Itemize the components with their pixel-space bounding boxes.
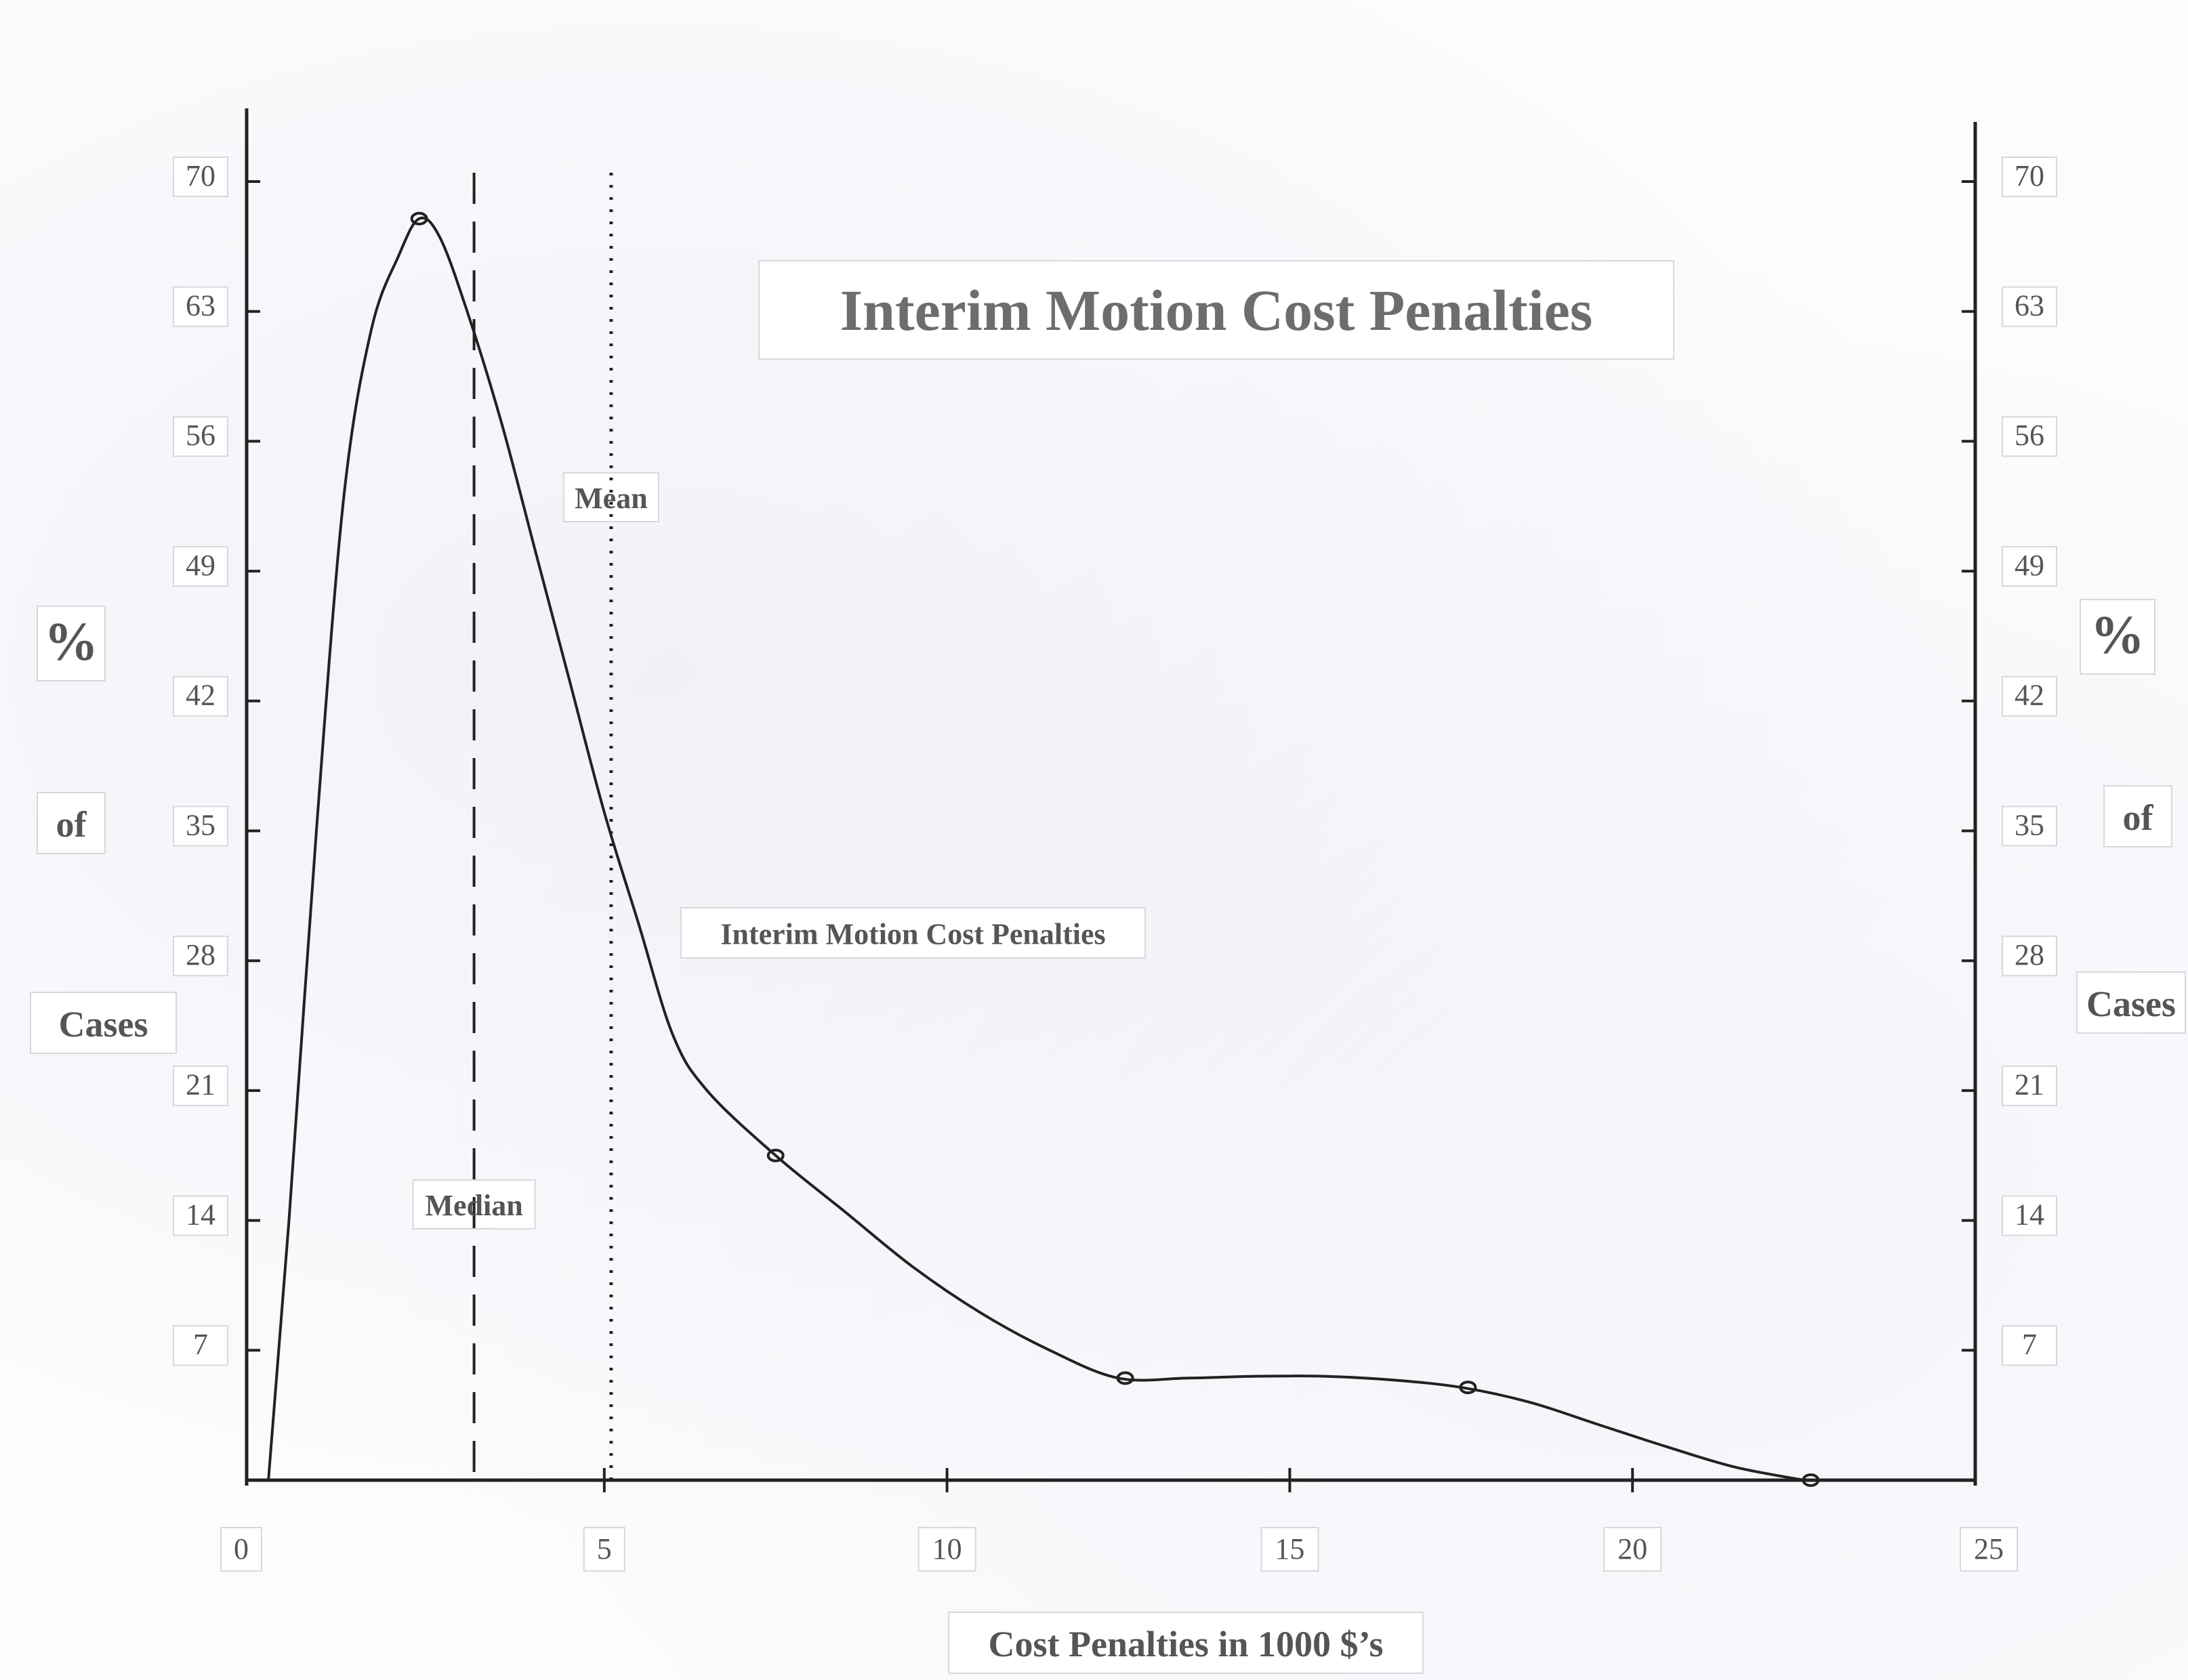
- x-tick-label: 25: [1974, 1532, 2004, 1566]
- y-tick-label-left: 63: [186, 289, 215, 322]
- reference-lines-layer: [472, 173, 613, 1480]
- y-axis-label-right-cases-label-bg: [2076, 971, 2186, 1034]
- y-axis-label-right-cases: Cases: [2086, 984, 2176, 1024]
- y-tick-label-right: 35: [2015, 808, 2044, 841]
- y-tick-label-left: 56: [186, 419, 215, 452]
- y-tick-label-right-label-bg: [2002, 1065, 2057, 1106]
- y-tick-label-right: 7: [2022, 1328, 2037, 1361]
- y-tick-label-right: 63: [2015, 289, 2044, 322]
- y-tick-label-left: 28: [186, 938, 215, 971]
- labels-layer: [30, 156, 2186, 1674]
- y-tick-label-right: 28: [2015, 938, 2044, 971]
- series-layer: [267, 211, 1820, 1487]
- y-tick-label-left: 21: [186, 1068, 215, 1101]
- chart-title-label-bg: [758, 260, 1674, 360]
- y-tick-label-left-label-bg: [173, 675, 228, 717]
- y-tick-label-left-label-bg: [173, 546, 228, 587]
- y-tick-label-left: 49: [186, 549, 215, 582]
- y-tick-label-right-label-bg: [2002, 416, 2057, 457]
- y-tick-label-right-label-bg: [2002, 675, 2057, 717]
- data-point-marker: [766, 1148, 785, 1162]
- y-axis-label-left-of: of: [56, 804, 87, 845]
- text-layer: 7 7 14 14 21 21 28 28 35 35 42 42 49 49 56 56 63 63 70 70 0 5…: [44, 159, 2176, 1664]
- y-tick-label-right-label-bg: [2002, 546, 2057, 587]
- data-point-marker: [1802, 1473, 1820, 1487]
- y-tick-label-right-label-bg: [2002, 1325, 2057, 1366]
- x-tick-label: 15: [1275, 1532, 1304, 1566]
- axes-layer: [245, 108, 1977, 1492]
- y-tick-label-left-label-bg: [173, 1065, 228, 1106]
- series-line-cost-penalties: [267, 216, 1804, 1482]
- x-tick-label-label-bg: [917, 1527, 976, 1572]
- y-tick-label-left-label-bg: [173, 286, 228, 327]
- x-axis-label: Cost Penalties in 1000 $’s: [989, 1624, 1384, 1664]
- x-tick-label-label-bg: [1603, 1527, 1662, 1572]
- y-axis-label-left-cases: Cases: [59, 1004, 148, 1045]
- x-tick-label: 10: [932, 1532, 962, 1566]
- data-point-marker: [1459, 1381, 1477, 1395]
- y-axis-label-left-percent-label-bg: [37, 606, 106, 681]
- y-tick-label-right-label-bg: [2002, 805, 2057, 847]
- y-tick-label-left: 42: [186, 679, 215, 712]
- y-tick-label-right: 56: [2015, 419, 2044, 452]
- y-axis-label-right-of: of: [2123, 797, 2154, 838]
- y-tick-label-left-label-bg: [173, 1195, 228, 1236]
- series-name-label-label-bg: [680, 907, 1146, 959]
- x-tick-label-label-bg: [220, 1527, 262, 1572]
- y-tick-label-right: 49: [2015, 549, 2044, 582]
- y-axis-label-right-percent-label-bg: [2080, 599, 2155, 675]
- x-tick-label-label-bg: [1960, 1527, 2018, 1572]
- median-label: Median: [425, 1189, 522, 1222]
- data-point-marker: [410, 211, 428, 226]
- x-tick-label-label-bg: [1260, 1527, 1319, 1572]
- y-tick-label-right: 42: [2015, 679, 2044, 712]
- y-axis-label-left-of-label-bg: [37, 792, 106, 854]
- mean-label-label-bg: [562, 472, 659, 522]
- y-axis-label-left-cases-label-bg: [30, 992, 177, 1054]
- y-tick-label-right: 70: [2015, 159, 2044, 192]
- x-tick-label: 5: [597, 1532, 612, 1566]
- x-tick-label: 0: [234, 1532, 249, 1566]
- x-axis-label-label-bg: [948, 1612, 1424, 1674]
- x-tick-label-label-bg: [583, 1527, 625, 1572]
- y-tick-label-right: 21: [2015, 1068, 2044, 1101]
- y-tick-label-left-label-bg: [173, 1325, 228, 1366]
- y-tick-label-right: 14: [2015, 1198, 2044, 1231]
- x-tick-label: 20: [1617, 1532, 1647, 1566]
- y-tick-label-right-label-bg: [2002, 1195, 2057, 1236]
- y-tick-label-left-label-bg: [173, 416, 228, 457]
- y-tick-label-left-label-bg: [173, 936, 228, 977]
- y-axis-label-right-percent: %: [2090, 606, 2145, 665]
- mean-label: Mean: [575, 482, 648, 515]
- y-tick-label-left-label-bg: [173, 156, 228, 197]
- y-tick-label-right-label-bg: [2002, 156, 2057, 197]
- y-tick-label-left: 70: [186, 159, 215, 192]
- y-tick-label-left: 7: [193, 1328, 208, 1361]
- y-tick-label-right-label-bg: [2002, 936, 2057, 977]
- y-tick-label-left: 35: [186, 808, 215, 841]
- y-tick-label-left-label-bg: [173, 805, 228, 847]
- y-axis-label-left-percent: %: [44, 612, 98, 672]
- data-point-marker: [1116, 1371, 1134, 1385]
- y-tick-label-right-label-bg: [2002, 286, 2057, 327]
- y-axis-label-right-of-label-bg: [2103, 785, 2172, 847]
- y-tick-label-left: 14: [186, 1198, 215, 1231]
- chart-title: Interim Motion Cost Penalties: [840, 278, 1593, 343]
- series-name-label: Interim Motion Cost Penalties: [720, 917, 1105, 950]
